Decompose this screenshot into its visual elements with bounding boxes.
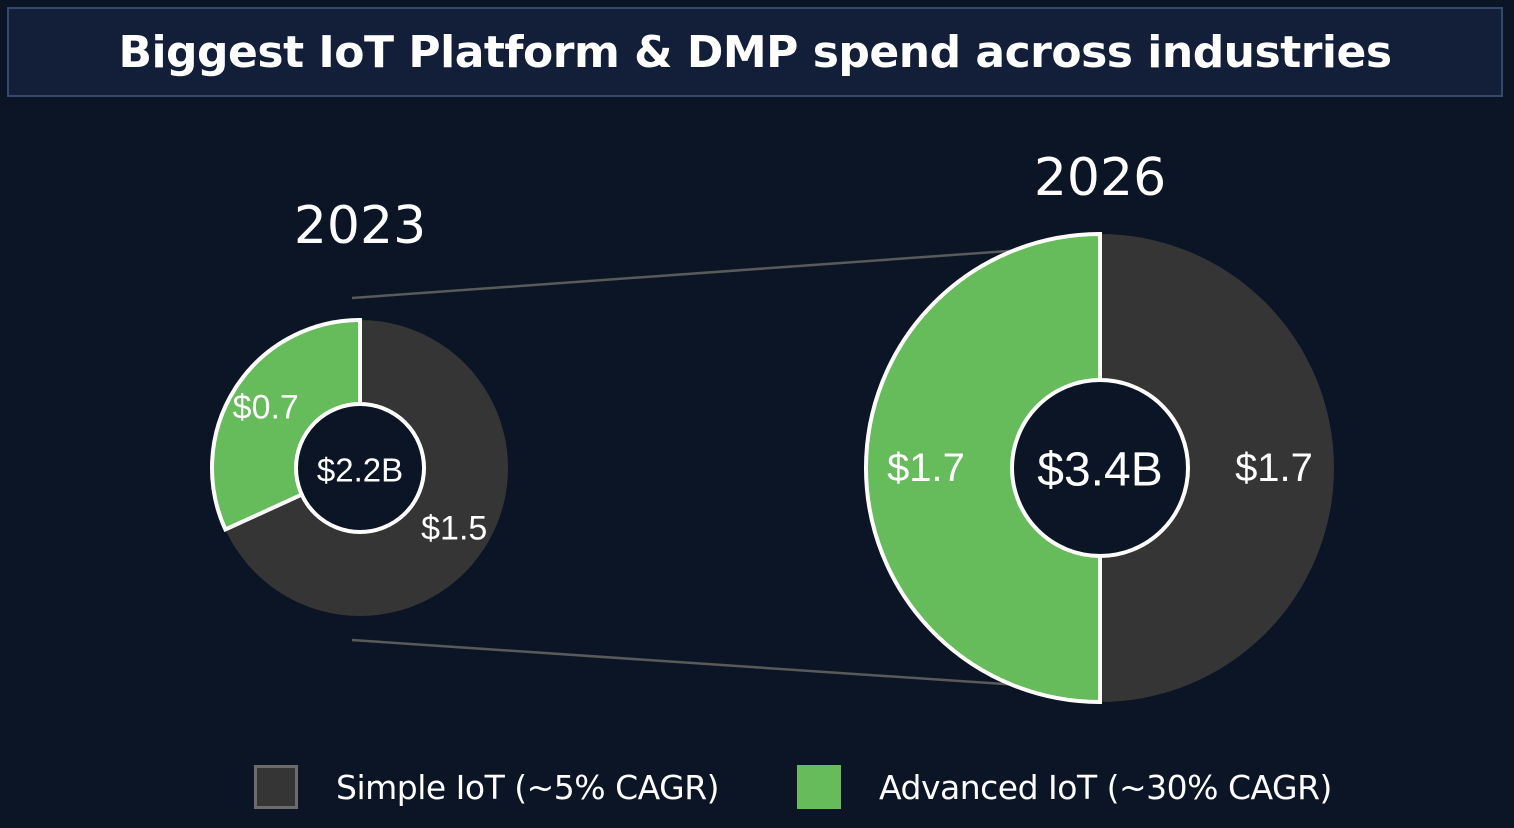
- year-label-2023: 2023: [294, 196, 426, 256]
- slice-label-simple-iot-2026: $1.7: [1235, 446, 1313, 490]
- legend-label-simple-iot: Simple IoT (~5% CAGR): [336, 767, 720, 807]
- title-bar: Biggest IoT Platform & DMP spend across …: [7, 7, 1503, 97]
- slice-label-advanced-iot-2026: $1.7: [887, 446, 965, 490]
- legend-item-simple-iot: Simple IoT (~5% CAGR): [254, 765, 720, 809]
- donut-center-2023: [294, 402, 426, 534]
- connector-line-top: [351, 243, 1093, 300]
- donut-center-2026: [1010, 378, 1190, 558]
- page-title: Biggest IoT Platform & DMP spend across …: [118, 26, 1392, 78]
- slice-advanced-iot-2026: [864, 231, 1102, 705]
- year-label-2026: 2026: [1034, 148, 1166, 208]
- slice-label-simple-iot-2023: $1.5: [421, 510, 487, 548]
- total-label-2026: $3.4B: [1037, 444, 1162, 497]
- connector-line-bottom: [351, 638, 1093, 692]
- legend: Simple IoT (~5% CAGR) Advanced IoT (~30%…: [254, 763, 1410, 811]
- legend-item-advanced-iot: Advanced IoT (~30% CAGR): [797, 765, 1332, 809]
- legend-swatch-simple-iot: [254, 765, 298, 809]
- legend-label-advanced-iot: Advanced IoT (~30% CAGR): [879, 767, 1332, 807]
- slice-label-advanced-iot-2023: $0.7: [233, 388, 299, 426]
- total-label-2023: $2.2B: [317, 452, 403, 489]
- legend-swatch-advanced-iot: [797, 765, 842, 809]
- slice-simple-iot-2026: [1100, 234, 1334, 702]
